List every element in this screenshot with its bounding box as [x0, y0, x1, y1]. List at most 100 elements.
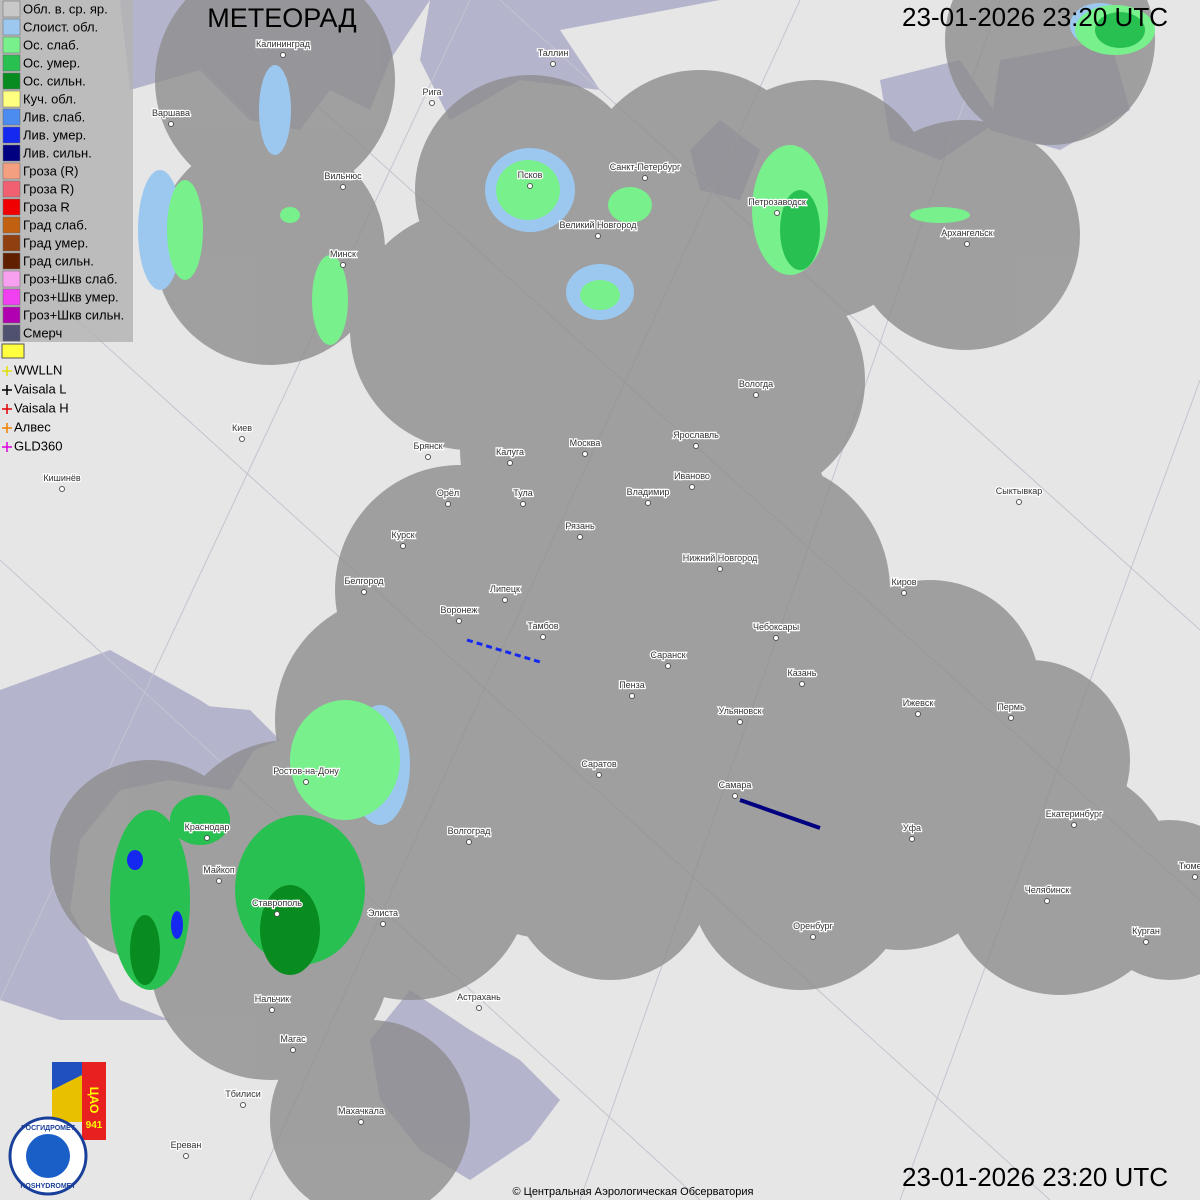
city-label: Махачкала [338, 1106, 384, 1116]
city-dot [1008, 715, 1014, 721]
city-label: Оренбург [793, 921, 833, 931]
city-label: Орёл [437, 488, 459, 498]
lightning-label: GLD360 [14, 438, 62, 453]
city-label: Пенза [619, 680, 645, 690]
lightning-cross [2, 423, 12, 433]
city-label: Белгород [344, 576, 384, 586]
city-dot [527, 183, 533, 189]
legend-label: Слоист. обл. [23, 19, 98, 34]
legend-label: Гроза R [23, 199, 70, 214]
legend-swatch [2, 324, 21, 342]
city-dot [274, 911, 280, 917]
lightning-label: WWLLN [14, 362, 62, 377]
legend-swatch [2, 216, 21, 234]
city-label: Калуга [496, 447, 524, 457]
city-dot [1071, 822, 1077, 828]
title: МЕТЕОРАД [207, 3, 356, 33]
datetime-bottom: 23-01-2026 23:20 UTC [902, 1162, 1168, 1192]
city-dot [582, 451, 588, 457]
city-label: Нальчик [255, 994, 290, 1004]
city-dot [1044, 898, 1050, 904]
city-dot [303, 779, 309, 785]
legend-swatch [2, 54, 21, 72]
legend-box [0, 0, 133, 342]
radar-circle [850, 120, 1080, 350]
lightning-cross [2, 442, 12, 452]
radar-circle [690, 770, 910, 990]
city-dot [400, 543, 406, 549]
city-label: Брянск [413, 441, 442, 451]
city-label: Минск [330, 249, 356, 259]
city-label: Варшава [152, 108, 190, 118]
legend-label: Гроза (R) [23, 163, 78, 178]
city-label: Липецк [490, 584, 520, 594]
city-dot [645, 500, 651, 506]
legend-label: Смерч [23, 325, 62, 340]
city-label: Ереван [171, 1140, 202, 1150]
legend-swatch [2, 306, 21, 324]
legend-swatch [2, 162, 21, 180]
city-dot [216, 878, 222, 884]
lightning-label: Vaisala H [14, 400, 69, 415]
lightning-label: Vaisala L [14, 381, 67, 396]
city-dot [445, 501, 451, 507]
city-dot [361, 589, 367, 595]
legend-label: Град слаб. [23, 217, 87, 232]
logo-red [82, 1062, 106, 1140]
city-label: Кишинёв [43, 473, 80, 483]
city-dot [340, 262, 346, 268]
legend-label: Гроз+Шкв слаб. [23, 271, 118, 286]
city-dot [380, 921, 386, 927]
city-label: Ярославль [673, 430, 719, 440]
city-dot [183, 1153, 189, 1159]
legend-label: Лив. сильн. [23, 145, 92, 160]
legend-swatch [2, 108, 21, 126]
legend-swatch [2, 288, 21, 306]
legend-label: Лив. умер. [23, 127, 86, 142]
city-dot [340, 184, 346, 190]
city-label: Ульяновск [718, 706, 761, 716]
city-dot [901, 590, 907, 596]
logo-ru: РОСГИДРОМЕТ [21, 1125, 76, 1132]
city-dot [773, 635, 779, 641]
city-dot [732, 793, 738, 799]
city-label: Таллин [538, 48, 569, 58]
city-label: Майкоп [203, 865, 235, 875]
legend-label: Гроза R) [23, 181, 74, 196]
city-dot [909, 836, 915, 842]
city-dot [810, 934, 816, 940]
legend-swatch [2, 126, 21, 144]
legend-label: Лив. слаб. [23, 109, 85, 124]
city-dot [964, 241, 970, 247]
legend-swatch [2, 72, 21, 90]
city-label: Элиста [368, 908, 398, 918]
legend-swatch [2, 270, 21, 288]
city-dot [240, 1102, 246, 1108]
city-label: Тбилиси [225, 1089, 261, 1099]
legend-label: Куч. обл. [23, 91, 76, 106]
legend-swatch [2, 90, 21, 108]
city-dot [753, 392, 759, 398]
city-label: Волгоград [448, 826, 491, 836]
city-label: Калининград [256, 39, 311, 49]
logo: ЦАО 941 РОСГИДРОМЕТ ROSHYDROMET [8, 1062, 106, 1196]
radar-circle [270, 1020, 470, 1200]
city-label: Владимир [627, 487, 670, 497]
cities: Калининград Варшава Рига Таллин Вильнюс Псков… [42, 38, 1200, 1159]
city-dot [204, 835, 210, 841]
city-dot [629, 693, 635, 699]
city-label: Саратов [581, 759, 616, 769]
copyright: © Центральная Аэрологическая Обсерватори… [513, 1186, 754, 1198]
legend-label: Гроз+Шкв умер. [23, 289, 119, 304]
legend-swatch [2, 144, 21, 162]
city-label: Саранск [650, 650, 685, 660]
city-dot [550, 61, 556, 67]
city-label: Астрахань [457, 992, 501, 1002]
city-label: Самара [719, 780, 752, 790]
city-label: Рига [422, 87, 441, 97]
radar-circle [1090, 820, 1200, 980]
legend-label: Гроз+Шкв сильн. [23, 307, 124, 322]
city-dot [595, 233, 601, 239]
city-dot [737, 719, 743, 725]
